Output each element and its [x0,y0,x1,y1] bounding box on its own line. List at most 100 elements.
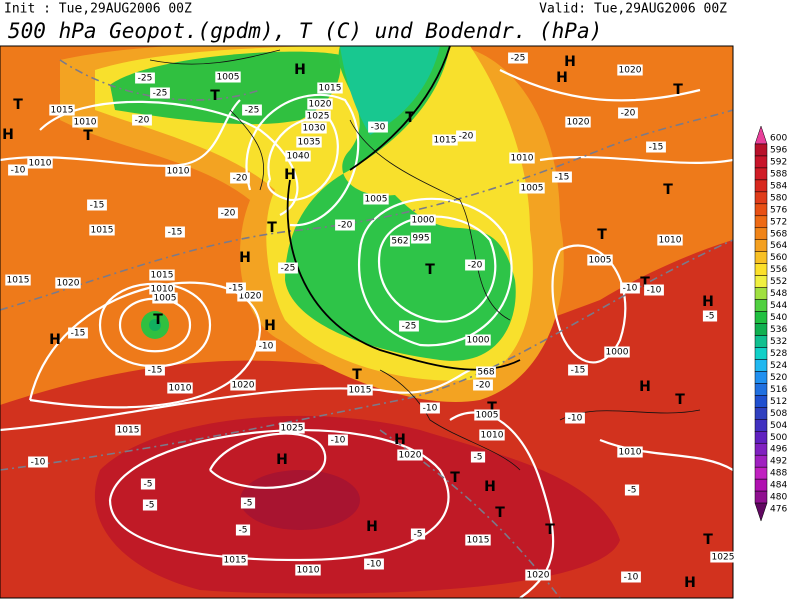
label-box [335,219,355,231]
isobar [28,281,262,409]
label-box [621,571,641,583]
label-box [368,121,388,133]
color-bar-label: 544 [770,301,787,311]
label-box [476,366,496,378]
label-box [473,379,493,391]
color-bar-label: 484 [770,481,787,491]
isobar [98,282,212,368]
label-box [149,269,175,281]
contour-label: 1020 [239,292,262,302]
pressure-center: T [450,470,460,486]
label-box [222,554,248,566]
color-bar-swatch [754,419,768,432]
label-box [72,116,98,128]
label-box [242,104,262,116]
label-box [411,232,431,244]
color-bar-swatch [754,371,768,384]
contour-label: -5 [706,312,715,322]
label-box [617,446,643,458]
contour-label: 1010 [297,566,320,576]
contour-label: 1020 [619,66,642,76]
valid-time: Valid: Tue,29AUG2006 00Z [539,2,727,17]
label-box [132,114,152,126]
label-box [167,382,193,394]
contour-label: -25 [511,54,526,64]
color-bar-label: 528 [770,349,787,359]
contour-label: -25 [281,264,296,274]
contour-label: -20 [621,109,636,119]
contour-label: 1010 [511,154,534,164]
pressure-center: H [284,167,296,183]
contour-label: 1010 [151,285,174,295]
pressure-center: H [394,432,406,448]
contour-label: 568 [477,368,494,378]
label-box [364,558,384,570]
isobar [0,99,241,167]
pressure-center: T [675,392,685,408]
pressure-center: H [702,294,714,310]
contour-label: -25 [402,322,417,332]
color-bar-swatch [754,239,768,252]
isobar [267,117,339,202]
label-box [508,52,528,64]
pressure-center: H [564,54,576,70]
label-box [301,122,327,134]
label-box [152,292,178,304]
contour-label: -5 [474,453,483,463]
pressure-center: H [239,250,251,266]
isobar [39,100,299,216]
label-box [552,171,572,183]
contour-label: 1010 [659,236,682,246]
contour-label: -5 [144,480,153,490]
label-box [410,528,426,540]
label-box [347,384,373,396]
isotherm [0,109,733,311]
color-bar-label: 512 [770,397,787,407]
color-bar-swatch [754,454,768,468]
contour-label: 1000 [412,216,435,226]
contour-label: -20 [221,209,236,219]
contour-label: -10 [259,342,274,352]
color-bar-label: 580 [770,193,787,203]
contour-label: -15 [571,366,586,376]
darkest-red-field [240,470,360,530]
contour-label: 1005 [217,73,240,83]
label-box [328,434,348,446]
contour-label: 1015 [349,386,372,396]
contour-label: 1010 [167,167,190,177]
contour-label: 1005 [476,411,499,421]
isotherm [59,59,261,101]
label-box [278,262,298,274]
label-box [55,277,81,289]
label-box [237,290,263,302]
contour-label: 1005 [365,195,388,205]
color-bar-label: 564 [770,241,787,251]
pressure-center: T [640,275,650,291]
contour-label: 1015 [117,426,140,436]
label-box [618,107,638,119]
color-bar-cap [754,125,768,145]
label-box [8,164,28,176]
pressure-center: T [545,522,555,538]
contour-label: 1020 [57,279,80,289]
color-bar-cap [754,502,768,522]
color-bar-label: 536 [770,325,787,335]
contour-label: 1015 [51,106,74,116]
contour-label: 562 [391,237,408,247]
contour-label: -10 [367,560,382,570]
color-bar-label: 600 [770,134,787,144]
label-box [568,364,588,376]
pressure-center: T [153,312,163,328]
color-bar-swatch [754,167,768,181]
label-box [296,136,322,148]
contour-label: 1030 [303,124,326,134]
color-bar-label: 496 [770,445,787,455]
contour-label: 1015 [224,556,247,566]
contour-label: -15 [71,329,86,339]
init-time: Init : Tue,29AUG2006 00Z [4,2,192,17]
label-box [28,456,48,468]
label-box [565,116,591,128]
color-bar-swatch [754,407,768,420]
pressure-center: T [663,182,673,198]
